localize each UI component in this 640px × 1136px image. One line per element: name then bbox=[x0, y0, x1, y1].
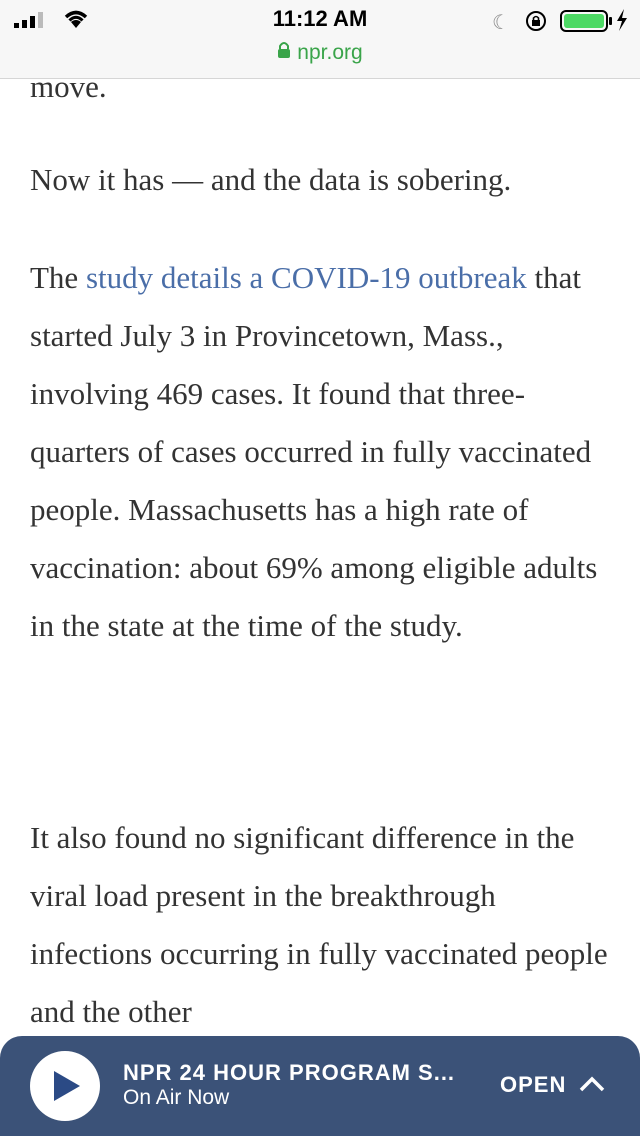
charging-icon bbox=[616, 9, 628, 36]
browser-top-bar: 11:12 AM ☾ npr.org bbox=[0, 0, 640, 79]
play-button[interactable] bbox=[30, 1051, 100, 1121]
chevron-up-icon bbox=[580, 1076, 605, 1092]
status-time: 11:12 AM bbox=[272, 6, 368, 31]
battery-icon bbox=[560, 10, 614, 37]
url-text: npr.org bbox=[297, 41, 363, 64]
program-status: On Air Now bbox=[123, 1086, 230, 1109]
study-link[interactable]: study details a COVID-19 outbreak bbox=[85, 260, 527, 295]
program-title: NPR 24 HOUR PROGRAM S... bbox=[123, 1060, 456, 1085]
open-label: OPEN bbox=[500, 1072, 567, 1097]
paragraph-text: that started July 3 in Provincetown, Mas… bbox=[30, 260, 598, 643]
paragraph-lead: The bbox=[30, 260, 86, 295]
paragraph: The study details a COVID-19 outbreak th… bbox=[30, 249, 620, 655]
lock-icon bbox=[277, 41, 291, 65]
wifi-icon bbox=[62, 9, 90, 34]
paragraph: It also found no significant difference … bbox=[30, 820, 608, 1029]
open-button[interactable]: OPEN bbox=[500, 1072, 605, 1098]
signal-icon bbox=[14, 12, 48, 33]
moon-icon: ☾ bbox=[492, 12, 510, 34]
paragraph: Now it has — and the data is sobering. bbox=[30, 162, 512, 197]
now-playing-bar: NPR 24 HOUR PROGRAM S... On Air Now OPEN bbox=[0, 1036, 640, 1136]
play-icon bbox=[54, 1071, 80, 1101]
url-bar[interactable]: npr.org bbox=[0, 41, 640, 65]
rotation-lock-icon bbox=[524, 9, 548, 38]
